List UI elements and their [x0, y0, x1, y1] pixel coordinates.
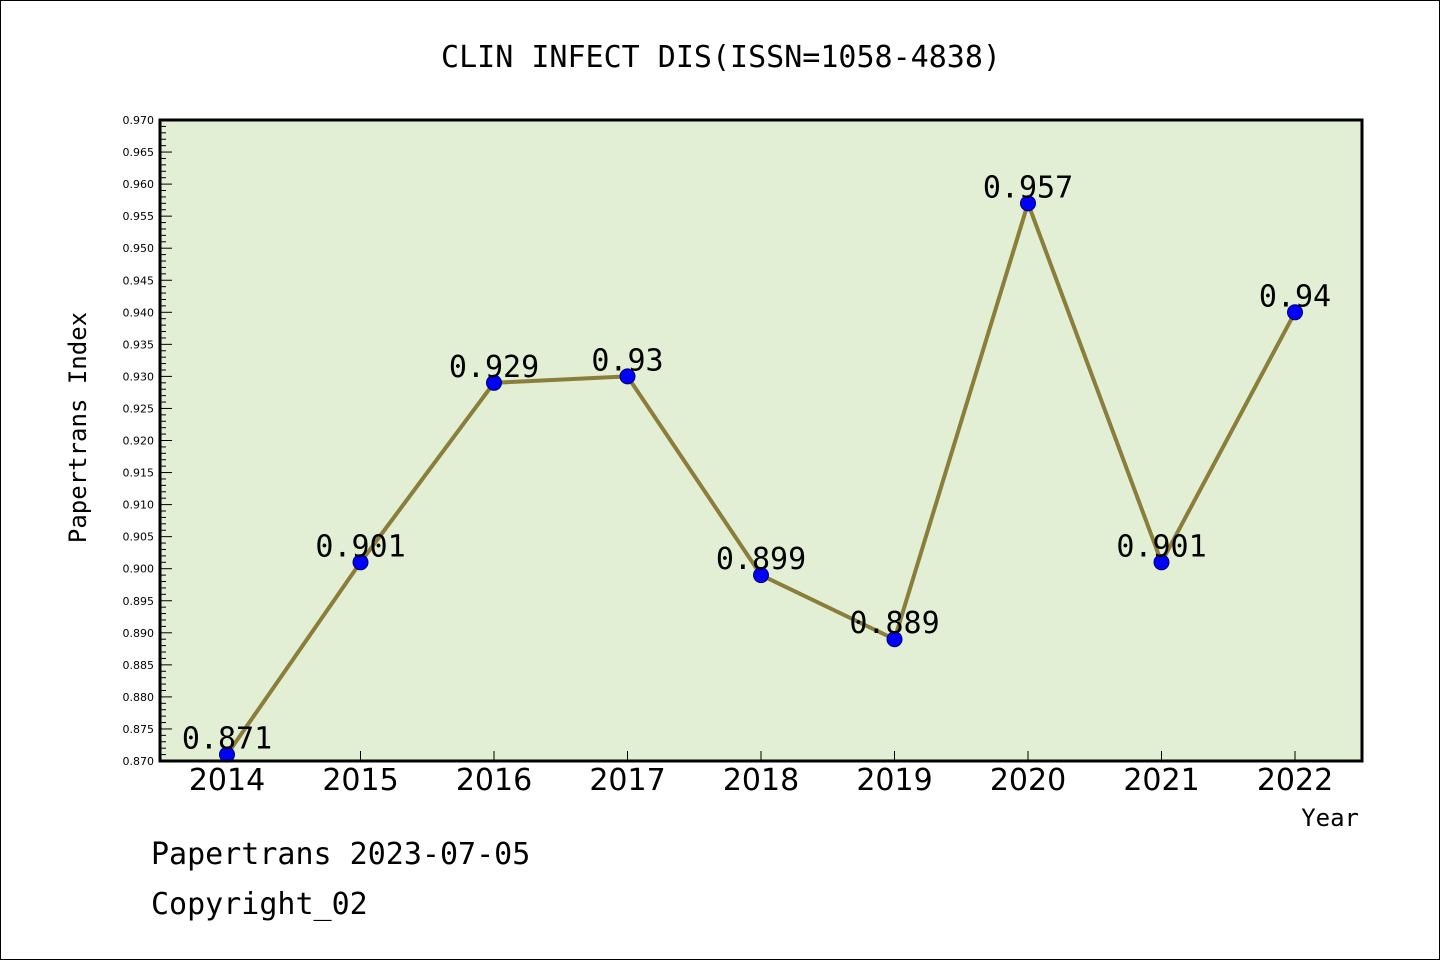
y-tick-label: 0.895	[123, 595, 155, 608]
data-point	[486, 374, 502, 391]
data-label: 0.899	[716, 542, 806, 577]
y-tick-label: 0.885	[123, 659, 155, 672]
y-axis-label: Papertrans Index	[64, 312, 92, 543]
footer-copyright: Copyright_02	[151, 887, 368, 922]
data-label: 0.901	[1116, 529, 1206, 564]
data-point	[619, 368, 636, 385]
data-point	[1287, 304, 1303, 321]
y-tick-label: 0.935	[123, 338, 155, 351]
footer-date: Papertrans 2023-07-05	[151, 837, 530, 872]
x-tick-label: 2018	[723, 763, 799, 798]
y-tick-label: 0.915	[123, 467, 155, 480]
y-axis: 0.870 0.875 0.880 0.885 0.890 0.895 0.900 0.905…	[123, 114, 172, 768]
data-label: 0.94	[1259, 279, 1331, 314]
x-tick-label: 2015	[322, 763, 398, 798]
x-tick-label: 2017	[589, 763, 665, 798]
data-point	[352, 554, 369, 571]
data-label: 0.93	[591, 343, 663, 378]
y-tick-label: 0.925	[123, 402, 155, 415]
data-label: 0.901	[315, 529, 405, 564]
data-point	[1153, 554, 1170, 571]
y-tick-label: 0.970	[123, 114, 155, 127]
y-tick-label: 0.875	[123, 723, 155, 736]
data-point	[1020, 195, 1036, 212]
data-label: 0.889	[849, 606, 939, 641]
x-axis: 2014 2015 2016 2017 2018 2019 2020 2021 2022	[189, 751, 1333, 798]
x-tick-label: 2014	[189, 763, 265, 798]
data-labels: 0.871 0.901 0.929 0.93 0.899 0.889 0.957 0.901 0…	[182, 170, 1331, 756]
series-layer	[219, 195, 1303, 763]
x-tick-label: 2019	[856, 763, 932, 798]
data-point	[753, 567, 769, 584]
x-tick-label: 2022	[1257, 763, 1333, 798]
y-tick-label: 0.945	[123, 274, 155, 287]
plot-border	[158, 118, 1364, 763]
x-axis-label: Year	[1301, 804, 1359, 832]
y-tick-label: 0.910	[123, 499, 155, 512]
y-tick-label: 0.905	[123, 531, 155, 544]
y-tick-label: 0.950	[123, 242, 155, 255]
y-tick-label: 0.960	[123, 178, 155, 191]
y-tick-label: 0.955	[123, 210, 155, 223]
y-tick-label: 0.890	[123, 627, 155, 640]
x-tick-label: 2020	[990, 763, 1066, 798]
data-label: 0.957	[983, 170, 1073, 205]
chart-title: CLIN INFECT DIS(ISSN=1058-4838)	[441, 40, 1001, 75]
y-tick-label: 0.920	[123, 435, 155, 448]
y-tick-label: 0.930	[123, 370, 155, 383]
y-tick-label: 0.880	[123, 691, 155, 704]
data-label: 0.871	[182, 722, 272, 757]
y-tick-label: 0.900	[123, 563, 155, 576]
data-label: 0.929	[449, 350, 539, 385]
y-tick-label: 0.940	[123, 306, 155, 319]
plot-area	[160, 120, 1362, 761]
x-tick-label: 2016	[456, 763, 532, 798]
y-tick-label: 0.870	[123, 755, 155, 768]
x-tick-label: 2021	[1123, 763, 1199, 798]
data-point	[886, 631, 903, 648]
y-tick-label: 0.965	[123, 146, 155, 159]
